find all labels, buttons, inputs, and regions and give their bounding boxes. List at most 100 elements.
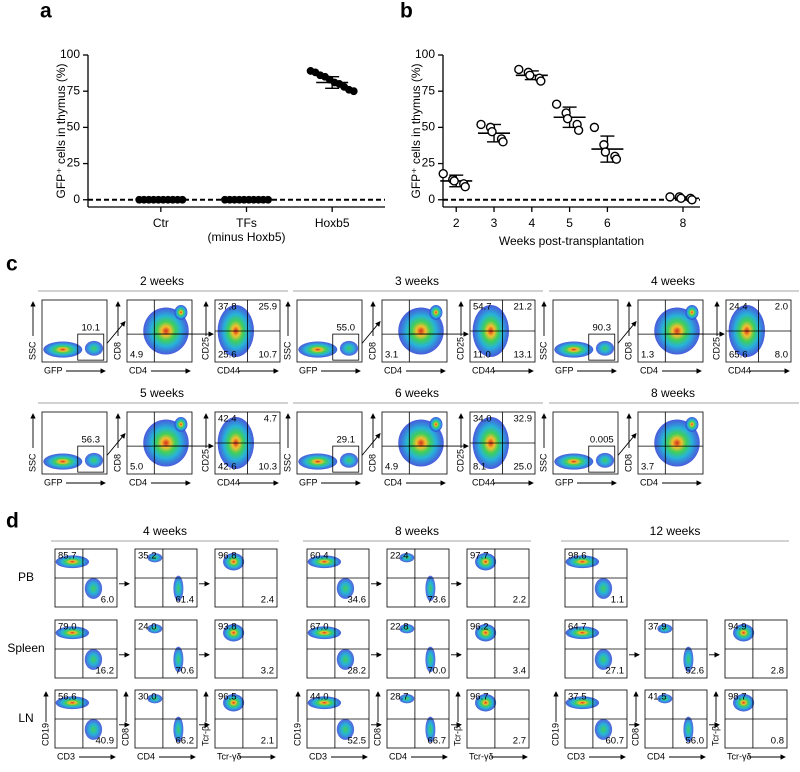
- y-tick-label: 100: [415, 47, 435, 61]
- gate: [77, 333, 105, 361]
- quadrant-value: 10.3: [259, 462, 278, 473]
- row-label: PB: [18, 570, 34, 584]
- quadrant-value: 1.1: [611, 595, 624, 606]
- x-axis-label: Tcr-γδ: [727, 751, 752, 761]
- quadrant-value: 65.6: [729, 350, 748, 361]
- gate: [332, 333, 360, 361]
- plot-frame: [637, 299, 704, 363]
- x-axis-label: CD3: [567, 751, 585, 761]
- x-axis-label: Weeks post-transplantation: [499, 234, 644, 248]
- density-cloud: [55, 696, 90, 710]
- quadrant-value: 35.2: [138, 551, 157, 562]
- density-cloud: [733, 694, 755, 712]
- y-axis-label: SSC: [282, 453, 292, 472]
- y-axis-label: SSC: [27, 453, 37, 472]
- gate: [588, 445, 616, 473]
- arrow: [106, 321, 126, 344]
- quadrant-value: 24.4: [729, 302, 748, 313]
- density-cloud: [399, 694, 415, 704]
- density-cloud: [223, 694, 245, 712]
- quadrant-value: 22.4: [390, 551, 409, 562]
- quadrant-value: 22.8: [390, 622, 409, 633]
- gate-value: 0.005: [590, 434, 614, 445]
- row-label: Spleen: [7, 641, 44, 655]
- density-cloud: [298, 453, 338, 470]
- gate: [588, 333, 616, 361]
- x-axis-label: CD44: [472, 477, 495, 487]
- data-point: [676, 193, 686, 204]
- density-cloud: [339, 340, 359, 356]
- plot-frame: [296, 299, 363, 363]
- density-cloud: [84, 340, 104, 356]
- y-tick-label: 75: [67, 83, 81, 97]
- x-tick-label: 6: [604, 216, 611, 230]
- x-tick-label: Ctr: [153, 216, 169, 230]
- quadrant-value: 25.0: [514, 462, 533, 473]
- quadrant-value: 56.0: [686, 736, 705, 747]
- arrow: [361, 321, 381, 344]
- y-axis-label: CD25: [711, 337, 721, 360]
- density-cloud: [425, 646, 436, 673]
- quadrant-value: 93.8: [218, 622, 237, 633]
- x-axis-label: CD3: [309, 751, 327, 761]
- plot-frame: [126, 411, 193, 475]
- data-point: [460, 182, 470, 192]
- y-axis-label: CD8: [120, 728, 130, 746]
- x-tick-label: 2: [453, 216, 460, 230]
- gate-value: 1.3: [641, 350, 654, 361]
- block-title: 5 weeks: [140, 386, 184, 400]
- x-tick-label: TFs: [236, 216, 257, 230]
- gate-value: 4.9: [130, 350, 143, 361]
- x-tick-label: 3: [491, 216, 498, 230]
- y-axis-label: Tcr-β: [452, 726, 462, 746]
- y-axis-label: CD25: [455, 449, 465, 472]
- x-axis-label: GFP: [299, 477, 318, 487]
- density-cloud: [173, 716, 184, 743]
- density-cloud: [399, 624, 415, 634]
- quadrant-value: 6.0: [101, 595, 114, 606]
- arrow: [617, 321, 637, 344]
- quadrant-value: 2.1: [261, 736, 274, 747]
- density-cloud: [685, 416, 699, 432]
- density-cloud: [307, 696, 342, 710]
- quadrant-value: 41.5: [648, 692, 667, 703]
- gate-value: 3.1: [385, 350, 398, 361]
- plot-frame: [552, 411, 619, 475]
- density-cloud: [174, 416, 188, 432]
- gate-value: 29.1: [337, 434, 356, 445]
- density-cloud: [554, 341, 594, 358]
- quadrant-value: 2.8: [771, 666, 784, 677]
- density-cloud: [683, 646, 694, 673]
- y-axis-label: GFP⁺ cells in thymus (%): [409, 63, 423, 198]
- plot-frame: [552, 299, 619, 363]
- quadrant-value: 70.6: [176, 666, 195, 677]
- panel-letter: d: [6, 510, 19, 533]
- density-cloud: [565, 696, 600, 710]
- block-title: 4 weeks: [651, 274, 695, 288]
- y-axis-label: CD19: [292, 723, 302, 746]
- data-point: [536, 76, 546, 86]
- data-point: [551, 99, 562, 109]
- y-tick-label: 75: [422, 83, 436, 97]
- quadrant-value: 11.0: [473, 350, 491, 361]
- density-cloud: [683, 716, 694, 743]
- quadrant-value: 4.7: [264, 414, 277, 425]
- quadrant-value: 0.8: [771, 736, 784, 747]
- quadrant-value: 25.9: [259, 302, 278, 313]
- density-cloud: [84, 649, 103, 670]
- y-axis-label: CD8: [112, 454, 122, 472]
- data-point: [600, 147, 611, 157]
- density-cloud: [475, 553, 497, 571]
- data-point: [498, 137, 508, 147]
- quadrant-value: 37.9: [648, 622, 667, 633]
- gate-value: 5.0: [130, 462, 143, 473]
- y-axis-label: SSC: [27, 341, 37, 360]
- plot-frame: [381, 299, 448, 363]
- x-axis-label: Tcr-γδ: [217, 751, 242, 761]
- density-cloud: [84, 578, 103, 599]
- quadrant-value: 79.0: [58, 622, 77, 633]
- density-cloud: [685, 304, 699, 320]
- x-axis-label: CD4: [647, 751, 665, 761]
